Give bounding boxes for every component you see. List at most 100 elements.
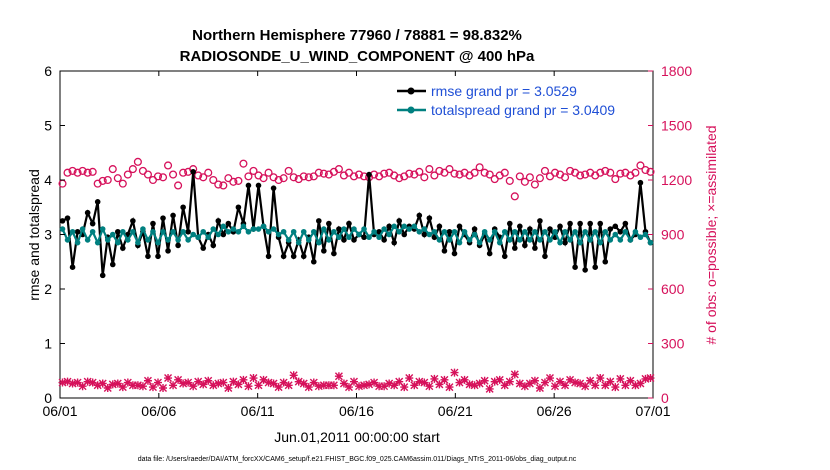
totalspread-point: [275, 231, 282, 238]
rmse-point: [130, 218, 136, 224]
rmse-point: [120, 245, 126, 251]
rmse-point: [316, 218, 322, 224]
rmse-point: [542, 253, 548, 260]
rmse-point: [607, 226, 614, 232]
totalspread-point: [371, 228, 377, 235]
obs-assimilated-point: [505, 377, 514, 386]
obs-assimilated-point: [480, 376, 489, 385]
obs-assimilated-point: [299, 379, 308, 388]
obs-possible-point: [450, 169, 459, 178]
rmse-point: [522, 242, 528, 249]
totalspread-point: [632, 228, 639, 235]
obs-possible-point: [284, 166, 293, 175]
obs-assimilated-point: [490, 377, 499, 386]
obs-possible-point: [540, 166, 550, 175]
obs-assimilated-point: [58, 378, 67, 387]
obs-assimilated-point: [636, 379, 645, 388]
obs-assimilated-point: [73, 378, 82, 387]
totalspread-point: [290, 228, 297, 235]
totalspread-point: [64, 237, 71, 243]
totalspread-point: [436, 237, 443, 243]
obs-assimilated-point: [596, 374, 605, 383]
rmse-point: [89, 220, 96, 227]
obs-assimilated-point: [616, 374, 625, 383]
obs-assimilated-point: [581, 382, 590, 391]
y-tick-label: 1: [44, 336, 52, 352]
rmse-point: [567, 220, 573, 227]
totalspread-point: [225, 228, 232, 235]
obs-possible-point: [73, 168, 82, 177]
totalspread-point: [356, 231, 362, 238]
totalspread-point: [431, 228, 438, 235]
obs-possible-point: [405, 169, 414, 178]
obs-assimilated-point: [103, 384, 112, 393]
obs-assimilated-point: [138, 382, 147, 391]
obs-possible-point: [169, 170, 178, 179]
obs-possible-point: [561, 173, 570, 182]
obs-assimilated-point: [184, 378, 193, 387]
x-axis-label: Jun.01,2011 00:00:00 start: [274, 429, 440, 445]
y2-tick-label: 300: [661, 336, 685, 352]
x-tick-label: 06/11: [241, 403, 275, 419]
obs-possible-point: [480, 168, 489, 177]
totalspread-point: [642, 231, 649, 238]
obs-assimilated-point: [214, 379, 223, 388]
obs-assimilated-point: [204, 376, 213, 385]
obs-assimilated-point: [530, 376, 539, 385]
obs-assimilated-point: [475, 379, 484, 388]
totalspread-point: [331, 228, 337, 235]
obs-possible-point: [631, 168, 640, 177]
obs-assimilated-point: [164, 374, 173, 383]
totalspread-point: [321, 226, 327, 232]
obs-possible-point: [395, 174, 404, 183]
obs-possible-point: [133, 157, 142, 166]
obs-assimilated-point: [148, 383, 157, 392]
obs-assimilated-point: [561, 381, 570, 390]
totalspread-point: [114, 239, 121, 246]
rmse-point: [557, 223, 563, 230]
obs-possible-point: [118, 179, 127, 188]
obs-possible-point: [576, 171, 585, 180]
footnote: data file: /Users/raeder/DAI/ATM_forcXX/…: [138, 456, 577, 463]
rmse-point: [245, 182, 252, 189]
totalspread-point: [140, 226, 146, 232]
obs-possible-point: [83, 168, 92, 177]
totalspread-point: [195, 234, 201, 241]
totalspread-point: [310, 228, 317, 235]
rmse-point: [185, 228, 191, 235]
obs-assimilated-point: [510, 370, 519, 379]
rmse-point: [59, 218, 66, 224]
obs-possible-point: [113, 174, 122, 183]
totalspread-point: [135, 239, 141, 246]
rmse-point: [190, 169, 196, 175]
obs-assimilated-point: [405, 374, 414, 383]
totalspread-point: [346, 234, 352, 241]
totalspread-point: [265, 228, 272, 235]
totalspread-point: [542, 228, 548, 235]
rmse-point: [506, 220, 513, 227]
obs-assimilated-point: [279, 378, 288, 387]
obs-assimilated-point: [264, 378, 273, 387]
obs-assimilated-point: [566, 375, 575, 384]
obs-assimilated-point: [591, 381, 600, 390]
obs-assimilated-point: [385, 379, 394, 388]
obs-assimilated-point: [415, 377, 424, 386]
totalspread-point: [336, 234, 342, 241]
y-tick-label: 6: [44, 63, 52, 79]
obs-possible-point: [520, 177, 529, 186]
obs-assimilated-point: [179, 379, 188, 388]
obs-possible-point: [420, 173, 429, 182]
totalspread-point: [496, 239, 503, 246]
obs-assimilated-point: [159, 384, 168, 393]
totalspread-point: [285, 237, 292, 243]
totalspread-line: [61, 224, 652, 246]
totalspread-point: [416, 228, 423, 235]
totalspread-point: [592, 228, 599, 235]
y-tick-label: 2: [44, 281, 52, 297]
rmse-point: [587, 220, 593, 227]
obs-possible-point: [566, 166, 575, 175]
obs-possible-point: [63, 168, 72, 177]
totalspread-point: [501, 228, 508, 235]
rmse-point: [416, 212, 423, 219]
